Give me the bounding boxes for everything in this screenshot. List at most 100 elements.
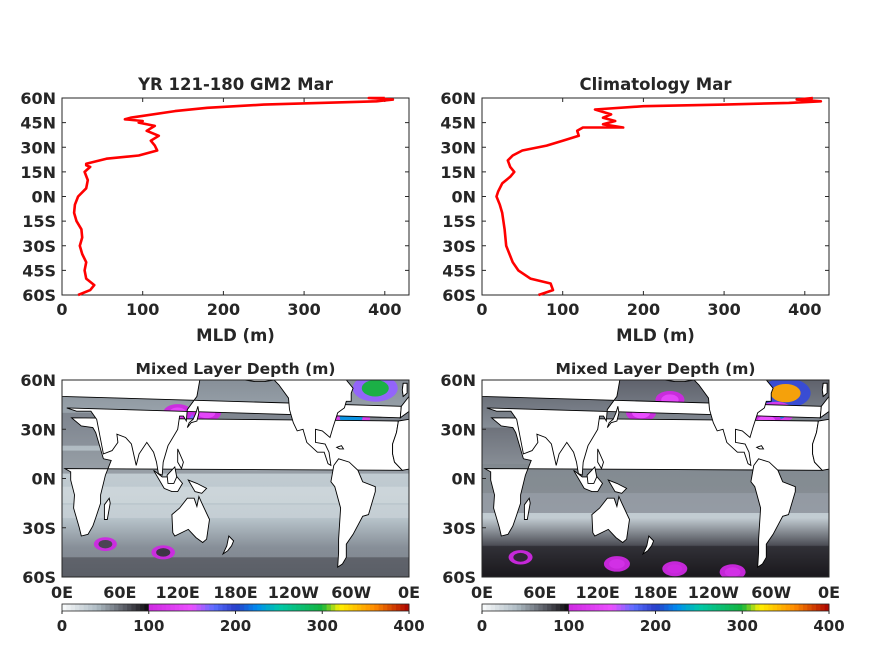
y-tick-label: 0N [31,188,56,207]
colorbar-segment [551,604,557,611]
lon-tick-label: 0E [51,583,73,602]
land-nz [221,535,235,556]
colorbar-segment [300,604,306,611]
y-tick-label: 60N [20,89,56,108]
colorbar: 0 100 200 300 400 [477,603,845,635]
lat-tick-label: 30S [442,519,476,538]
colorbar-segment [737,604,743,611]
colorbar-segment [746,604,752,611]
land-greenland [365,380,368,381]
colorbar-segment [157,604,163,611]
x-tick-label: 100 [546,300,579,319]
colorbar: 0 100 200 300 400 [57,603,425,635]
colorbar-segment [96,604,102,611]
colorbar-segment [482,604,487,611]
land-australia [171,495,210,544]
colorbar-segment [599,604,604,611]
colorbar-segment [672,604,678,611]
colorbar-segment [83,604,89,611]
chart-title: Mixed Layer Depth (m) [136,360,336,378]
lon-tick-label: 0E [818,583,840,602]
colorbar-segment [109,604,115,611]
colorbar-segment [768,604,774,611]
colorbar-segment [252,604,258,611]
colorbar-segment [66,604,72,611]
colorbar-segment [577,604,583,611]
colorbar-segment [820,604,826,611]
colorbar-segment [148,604,154,611]
colorbar-segment [594,604,600,611]
chart-title: Mixed Layer Depth (m) [556,360,756,378]
colorbar-segment [309,604,314,611]
colorbar-segment [304,604,310,611]
map-field [482,380,829,577]
colorbar-segment [122,604,128,611]
colorbar-segment [296,604,301,611]
x-tick-label: 400 [788,300,821,319]
lon-tick-label: 120E [576,583,620,602]
colorbar-segment [92,604,98,611]
x-tick-label: 100 [126,300,159,319]
colorbar-segment [361,604,367,611]
lat-tick-label: 60S [22,568,56,587]
field-band [62,504,409,518]
colorbar-segment [694,604,700,611]
colorbar-segment [265,604,271,611]
colorbar-tick-label: 200 [220,617,251,635]
land-borneo [166,466,178,484]
colorbar-segment [179,604,184,611]
colorbar-segment [659,604,665,611]
colorbar-segment [729,604,734,611]
x-axis-label: MLD (m) [196,326,275,345]
colorbar-segment [538,604,544,611]
colorbar-segment [170,604,176,611]
colorbar-segment [711,604,717,611]
colorbar-segment [339,604,345,611]
x-tick-label: 200 [207,300,240,319]
colorbar-segment [685,604,691,611]
mld-hotspot-core [98,539,113,549]
mld-hotspot-core [156,548,171,557]
field-band [62,557,409,577]
colorbar-segment [750,604,756,611]
colorbar-segment [668,604,674,611]
colorbar-segment [135,604,141,611]
land-southamerica [330,458,376,568]
colorbar-tick-label: 400 [813,617,844,635]
colorbar-segment [733,604,739,611]
land-philippines [177,448,184,470]
colorbar-segment [356,604,362,611]
colorbar-segment [313,604,319,611]
y-tick-label: 30N [20,138,56,157]
colorbar-segment [330,604,336,611]
colorbar-segment [573,604,578,611]
chart-title: YR 121-180 GM2 Mar [137,75,334,94]
colorbar-segment [261,604,267,611]
colorbar-segment [404,604,410,611]
chart-title: Climatology Mar [580,75,733,94]
y-tick-label: 15N [20,163,56,182]
colorbar-segment [400,604,406,611]
land-japan [606,406,620,428]
land-newguinea [187,479,208,494]
colorbar-segment [755,604,760,611]
land-eurasia-wrap [399,380,409,419]
colorbar-tick-label: 300 [307,617,338,635]
land-britain-wrap [401,382,408,398]
y-tick-label: 30S [22,237,56,256]
lat-tick-label: 30N [20,420,56,439]
colorbar-segment [291,604,297,611]
colorbar-segment [161,604,167,611]
colorbar-segment [490,604,496,611]
colorbar-segment [534,604,539,611]
mld-hotspot-core [667,564,683,574]
x-tick-label: 300 [287,300,320,319]
colorbar-segment [144,604,150,611]
colorbar-tick-label: 200 [640,617,671,635]
colorbar-segment [789,604,795,611]
y-tick-label: 60S [442,286,476,305]
colorbar-tick-label: 100 [553,617,584,635]
colorbar-segment [568,604,574,611]
